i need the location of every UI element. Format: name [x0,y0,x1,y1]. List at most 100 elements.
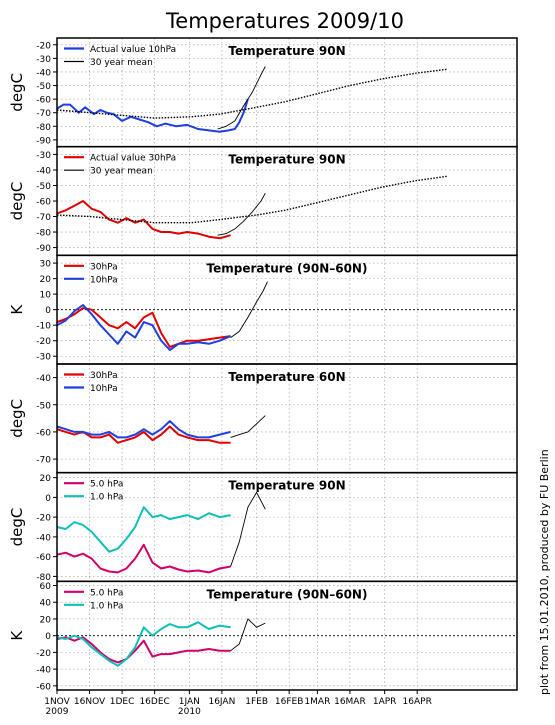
y-tick-label: -90 [36,136,51,146]
x-tick-label: 1MAR [304,697,330,707]
legend-label: 30 year mean [90,58,153,68]
legend-label: 1.0 hPa [90,601,123,611]
y-tick-label: -60 [36,96,51,106]
y-tick-label: -80 [36,573,51,583]
y-tick-label: -40 [36,68,51,78]
legend-label: 5.0 hPa [90,480,123,490]
y-tick-label: 10 [40,291,52,301]
y-axis-unit: K [8,304,26,315]
y-tick-label: -90 [36,244,51,254]
y-tick-label: 20 [40,615,52,625]
panel-title: Temperature 90N [228,479,345,493]
legend-label: Actual value 30hPa [90,154,176,164]
panel-title: Temperature (90N–60N) [207,261,368,275]
panel-title: Temperature (90N–60N) [207,587,368,601]
y-axis-unit: degC [8,508,26,547]
y-tick-label: -30 [36,55,51,65]
series-line-3 [230,618,266,652]
series-line-1 [56,636,231,664]
y-tick-label: -70 [36,456,51,466]
series-line-1 [56,200,231,240]
x-tick-label: 1JAN [179,697,200,707]
x-tick-label: 1FEB [245,697,268,707]
x-tick-label: 16JAN [208,697,235,707]
y-tick-label: 30 [40,260,52,270]
series-line-1 [56,307,231,348]
x-tick-label: 16MAR [334,697,366,707]
panel-3: 30 20 10 0 -10 -20 -30 K 30hPa 10hPa Temperature (… [8,254,518,365]
y-tick-label: -30 [36,353,51,363]
legend-label: 10hPa [90,275,118,285]
y-tick-label: -30 [36,151,51,161]
x-tick-label: 16DEC [139,697,169,707]
panel-1: -20 -30 -40 -50 -60 -70 -80 -90 degC Actual value… [8,37,518,148]
panel-4: -40 -50 -60 -70 degC 30hPa 10hPa Temperature 60… [8,363,518,474]
y-axis-unit: degC [8,182,26,221]
y-tick-label: 20 [40,275,52,285]
series-line-2 [56,506,231,553]
series-line-3 [230,281,268,338]
panel-title: Temperature 90N [228,153,345,167]
series-line-3 [217,66,266,130]
y-tick-label: -50 [36,182,51,192]
series-line-3 [230,415,266,438]
y-tick-label: -40 [36,533,51,543]
series-line-3 [217,192,266,236]
y-tick-label: -70 [36,213,51,223]
y-tick-label: -60 [36,198,51,208]
y-tick-label: 0 [45,632,51,642]
legend-label: 5.0 hPa [90,588,123,598]
y-tick-label: -80 [36,229,51,239]
x-tick-label: 1APR [373,697,397,707]
figure-title: Temperatures 2009/10 [165,9,404,33]
panel-6: 60 40 20 0 -20 -40 -60 K 5.0 hPa 1.0 hPa Temperatu… [8,580,518,692]
series-line-2 [56,175,448,224]
panel-title: Temperature 60N [228,370,345,384]
y-tick-label: -50 [36,82,51,92]
y-tick-label: -50 [36,401,51,411]
legend-label: 30 year mean [90,167,153,177]
legend-label: 30hPa [90,262,118,272]
y-tick-label: -20 [36,514,51,524]
series-line-2 [56,68,448,119]
x-tick-label: 1NOV [44,697,70,707]
legend-label: 10hPa [90,384,118,394]
series-line-2 [56,420,231,439]
panel-2: -30 -40 -50 -60 -70 -80 -90 degC Actual value 30… [8,145,518,257]
y-tick-label: -60 [36,428,51,438]
y-axis-unit: degC [8,73,26,112]
y-axis-unit: K [8,630,26,641]
y-tick-label: 20 [40,474,52,484]
panels-group: -20 -30 -40 -50 -60 -70 -80 -90 degC Actual value… [8,37,518,692]
y-tick-label: -70 [36,109,51,119]
series-line-1 [56,543,231,574]
x-axis: 1NOV 16NOV 1DEC 16DEC 1JAN 16JAN 1FEB 16FEB 1MAR… [44,690,432,717]
x-tick-label: 1DEC [110,697,135,707]
y-tick-label: 60 [40,582,52,592]
y-tick-label: -40 [36,374,51,384]
y-tick-label: 40 [40,599,52,609]
x-year-label: 2009 [46,707,69,717]
x-tick-label: 16NOV [74,697,106,707]
legend-label: 1.0 hPa [90,493,123,503]
legend-label: Actual value 10hPa [90,45,176,55]
x-year-label: 2010 [178,707,201,717]
y-tick-label: -20 [36,649,51,659]
credit-text: plot from 15.01.2010, produced by FU Ber… [538,449,551,695]
legend-label: 30hPa [90,371,118,381]
x-tick-label: 16FEB [275,697,304,707]
y-tick-label: -20 [36,41,51,51]
panel-title: Temperature 90N [228,44,345,58]
y-tick-label: -60 [36,553,51,563]
y-tick-label: -40 [36,666,51,676]
y-tick-label: -80 [36,123,51,133]
panel-frame [56,580,518,691]
y-tick-label: -10 [36,322,51,332]
series-line-3 [230,491,266,567]
y-tick-label: -40 [36,166,51,176]
y-tick-label: -60 [36,682,51,692]
series-line-2 [56,304,231,351]
series-line-2 [56,621,231,667]
x-tick-label: 16APR [403,697,432,707]
